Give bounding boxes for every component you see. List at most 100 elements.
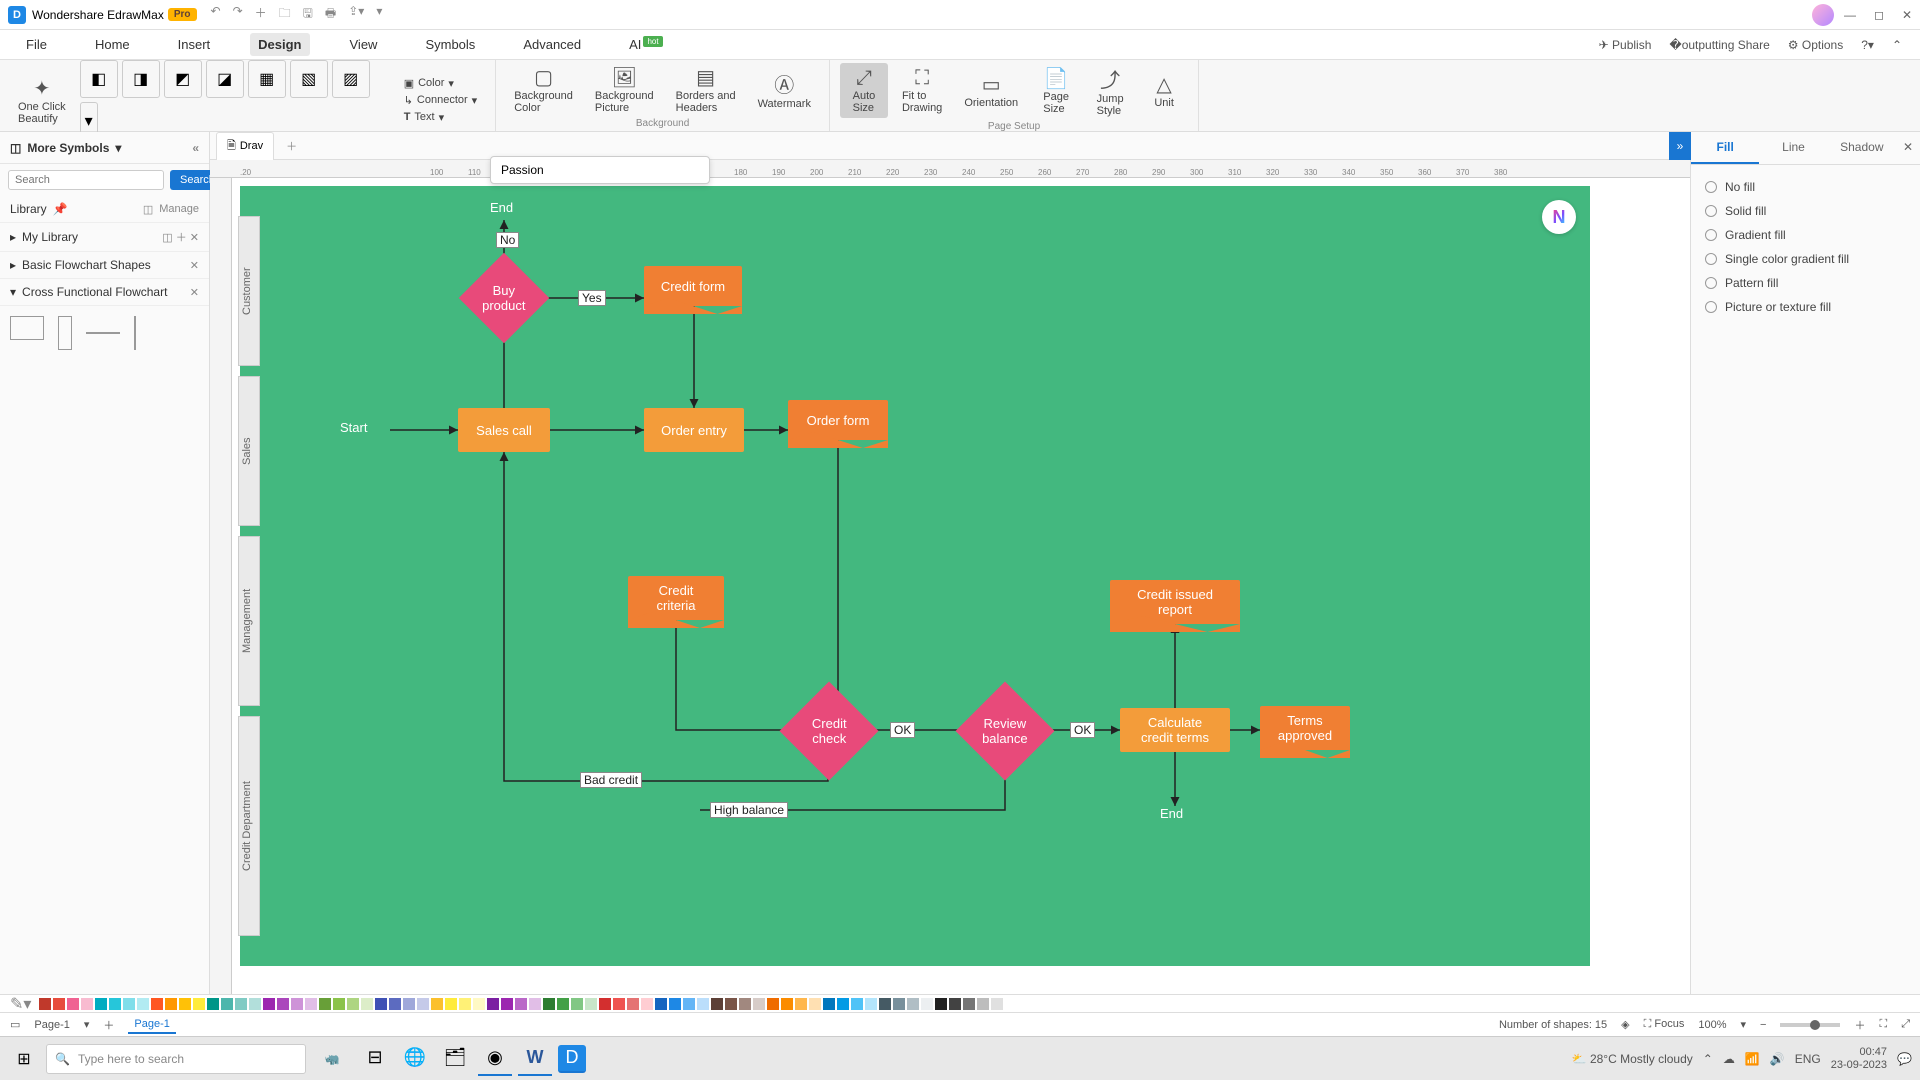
- theme-swatch[interactable]: ▨: [332, 60, 370, 98]
- autosize-button[interactable]: ⤢Auto Size: [840, 63, 888, 118]
- library-row[interactable]: Library 📌 ◫ Manage: [0, 196, 209, 223]
- tab-ai[interactable]: AIhot: [621, 33, 670, 56]
- redo-icon[interactable]: ↷: [233, 4, 243, 25]
- page-tab[interactable]: Page-1: [128, 1016, 175, 1034]
- color-swatch[interactable]: [81, 998, 93, 1010]
- help-icon[interactable]: ?▾: [1861, 38, 1874, 52]
- document-tab[interactable]: 🗎 Drav: [216, 132, 274, 160]
- color-swatch[interactable]: [291, 998, 303, 1010]
- theme-swatch[interactable]: ◩: [164, 60, 202, 98]
- open-icon[interactable]: 🗀: [279, 4, 291, 25]
- zoom-slider[interactable]: [1780, 1023, 1840, 1027]
- color-swatch[interactable]: [641, 998, 653, 1010]
- fullscreen-icon[interactable]: ⤢: [1901, 1018, 1910, 1031]
- connector-dropdown[interactable]: ↳ Connector ▾: [404, 94, 478, 107]
- share-button[interactable]: �outputting Share: [1669, 38, 1769, 52]
- category-basic[interactable]: ▸ Basic Flowchart Shapes ✕: [0, 252, 209, 279]
- color-swatch[interactable]: [459, 998, 471, 1010]
- tray-chevron-icon[interactable]: ⌃: [1703, 1052, 1713, 1066]
- new-icon[interactable]: ＋: [255, 4, 267, 25]
- tab-symbols[interactable]: Symbols: [417, 33, 483, 56]
- flow-node[interactable]: Credit form: [644, 266, 742, 306]
- zoom-in-icon[interactable]: ＋: [1854, 1017, 1865, 1033]
- bgcolor-button[interactable]: ▢Background Color: [506, 61, 581, 118]
- edge-icon[interactable]: 🌐: [398, 1042, 432, 1076]
- add-page-icon[interactable]: ＋: [103, 1017, 114, 1033]
- fill-tab[interactable]: Fill: [1691, 132, 1759, 164]
- color-swatch[interactable]: [991, 998, 1003, 1010]
- text-dropdown[interactable]: T Text ▾: [404, 111, 478, 124]
- tab-insert[interactable]: Insert: [170, 33, 219, 56]
- notifications-icon[interactable]: 💬: [1897, 1052, 1912, 1066]
- flow-node[interactable]: Sales call: [458, 408, 550, 452]
- layers-icon[interactable]: ◈: [1621, 1018, 1629, 1031]
- color-swatch[interactable]: [935, 998, 947, 1010]
- fit-button[interactable]: ⛶Fit to Drawing: [894, 63, 950, 118]
- color-swatch[interactable]: [207, 998, 219, 1010]
- orientation-button[interactable]: ▭Orientation: [956, 68, 1026, 113]
- theme-swatch[interactable]: ▧: [290, 60, 328, 98]
- wifi-icon[interactable]: 📶: [1745, 1052, 1760, 1066]
- flow-node[interactable]: Terms approved: [1260, 706, 1350, 750]
- color-swatch[interactable]: [193, 998, 205, 1010]
- weather-widget[interactable]: ⛅ 28°C Mostly cloudy: [1572, 1052, 1693, 1066]
- flow-node[interactable]: Start: [340, 420, 367, 435]
- theme-dropdown[interactable]: Passion: [490, 156, 710, 184]
- line-tab[interactable]: Line: [1759, 132, 1827, 164]
- color-swatch[interactable]: [179, 998, 191, 1010]
- theme-swatch[interactable]: ◧: [80, 60, 118, 98]
- maximize-icon[interactable]: ◻: [1874, 8, 1884, 22]
- pagesize-button[interactable]: 📄Page Size: [1032, 62, 1080, 119]
- flow-node[interactable]: Order form: [788, 400, 888, 440]
- shape-thumb[interactable]: [58, 316, 72, 350]
- color-swatch[interactable]: [137, 998, 149, 1010]
- color-swatch[interactable]: [599, 998, 611, 1010]
- color-swatch[interactable]: [151, 998, 163, 1010]
- color-swatch[interactable]: [753, 998, 765, 1010]
- color-swatch[interactable]: [977, 998, 989, 1010]
- color-swatch[interactable]: [347, 998, 359, 1010]
- focus-button[interactable]: ⛶ Focus: [1644, 1018, 1685, 1031]
- color-swatch[interactable]: [767, 998, 779, 1010]
- fill-option[interactable]: No fill: [1705, 175, 1906, 199]
- color-swatch[interactable]: [39, 998, 51, 1010]
- edrawmax-icon[interactable]: D: [558, 1045, 586, 1073]
- color-swatch[interactable]: [823, 998, 835, 1010]
- color-swatch[interactable]: [963, 998, 975, 1010]
- color-swatch[interactable]: [515, 998, 527, 1010]
- watermark-button[interactable]: ⒶWatermark: [750, 65, 819, 114]
- color-swatch[interactable]: [781, 998, 793, 1010]
- clock[interactable]: 00:47 23-09-2023: [1831, 1046, 1887, 1070]
- tab-advanced[interactable]: Advanced: [515, 33, 589, 56]
- color-swatch[interactable]: [837, 998, 849, 1010]
- tab-home[interactable]: Home: [87, 33, 138, 56]
- color-swatch[interactable]: [725, 998, 737, 1010]
- mylibrary-row[interactable]: ▸ My Library ◫ ＋ ✕: [0, 223, 209, 252]
- jumpstyle-button[interactable]: ⤴Jump Style: [1086, 60, 1134, 121]
- shape-thumb[interactable]: [10, 316, 44, 340]
- flow-node[interactable]: End: [1160, 806, 1183, 821]
- color-swatch[interactable]: [249, 998, 261, 1010]
- color-swatch[interactable]: [865, 998, 877, 1010]
- fill-option[interactable]: Pattern fill: [1705, 271, 1906, 295]
- color-swatch[interactable]: [893, 998, 905, 1010]
- color-swatch[interactable]: [375, 998, 387, 1010]
- color-swatch[interactable]: [809, 998, 821, 1010]
- options-button[interactable]: ⚙ Options: [1788, 38, 1843, 52]
- color-swatch[interactable]: [697, 998, 709, 1010]
- taskbar-search[interactable]: 🔍 Type here to search: [46, 1044, 306, 1074]
- color-swatch[interactable]: [277, 998, 289, 1010]
- tab-view[interactable]: View: [342, 33, 386, 56]
- color-swatch[interactable]: [361, 998, 373, 1010]
- fill-option[interactable]: Solid fill: [1705, 199, 1906, 223]
- color-swatch[interactable]: [627, 998, 639, 1010]
- color-palette[interactable]: ✎▾: [0, 994, 1920, 1012]
- symbol-search-input[interactable]: [8, 170, 164, 190]
- shape-thumb[interactable]: [86, 332, 120, 334]
- color-swatch[interactable]: [585, 998, 597, 1010]
- volume-icon[interactable]: 🔊: [1770, 1052, 1785, 1066]
- minimize-icon[interactable]: —: [1844, 8, 1856, 22]
- flow-node[interactable]: Order entry: [644, 408, 744, 452]
- color-swatch[interactable]: [543, 998, 555, 1010]
- color-swatch[interactable]: [67, 998, 79, 1010]
